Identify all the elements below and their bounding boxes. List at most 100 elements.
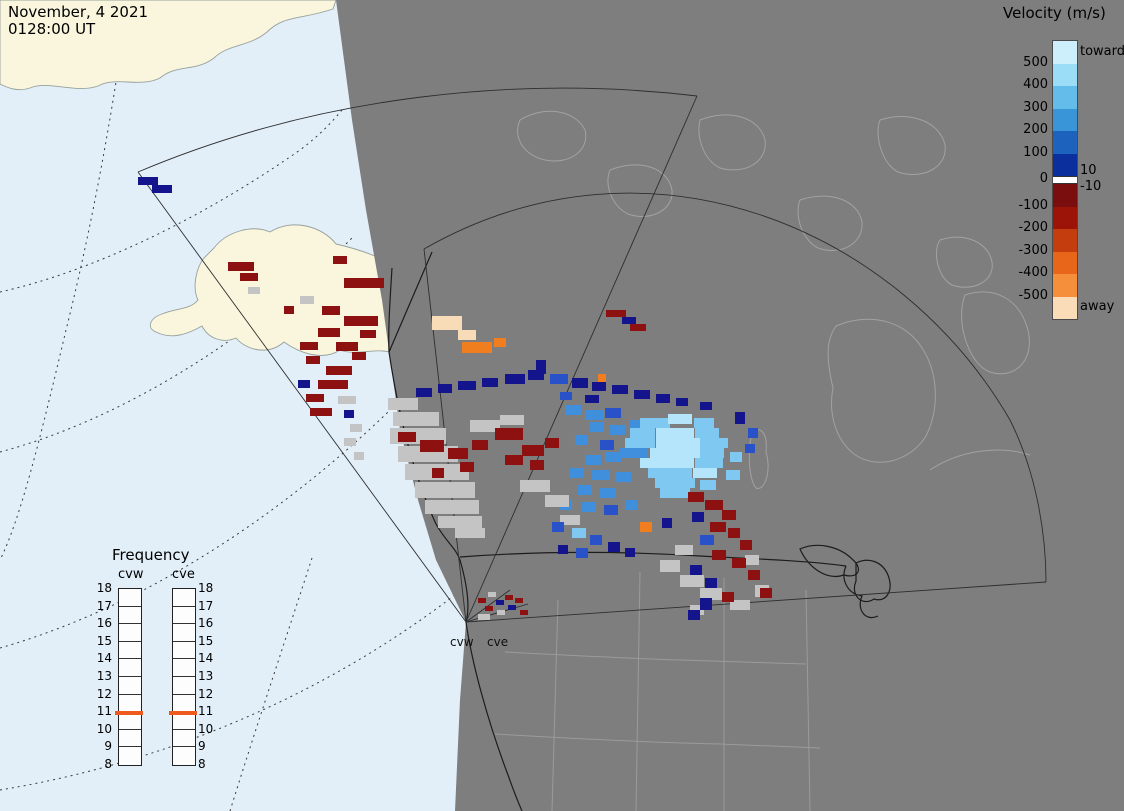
frequency-tick-label: 8 <box>104 757 112 771</box>
echo-cell <box>344 316 378 326</box>
echo-cell <box>458 330 476 340</box>
night-side-region <box>336 0 1124 811</box>
echo-cell <box>760 588 772 598</box>
echo-cell <box>585 410 603 420</box>
echo-cell <box>748 570 760 580</box>
echo-cell <box>338 396 356 404</box>
echo-cell <box>705 578 717 588</box>
echo-cell <box>572 528 586 538</box>
colorbar-segment <box>1053 229 1077 252</box>
echo-cell <box>388 398 418 410</box>
frequency-tick-label: 8 <box>198 757 206 771</box>
echo-cell <box>522 445 544 456</box>
frequency-bar-cell <box>119 695 141 713</box>
echo-cell <box>536 360 546 374</box>
colorbar-segment <box>1053 206 1077 229</box>
echo-cell <box>592 470 610 480</box>
echo-cell <box>558 545 568 554</box>
echo-cell <box>520 610 528 615</box>
echo-cell <box>515 598 523 603</box>
frequency-bar-cell <box>119 677 141 695</box>
frequency-bar-cell <box>173 695 195 713</box>
echo-cell <box>640 418 670 428</box>
echo-cell <box>692 512 704 522</box>
echo-cell <box>240 273 258 281</box>
frequency-bar-cell <box>119 624 141 642</box>
frequency-panel-title: Frequency <box>112 546 190 564</box>
frequency-bar-cell <box>119 642 141 660</box>
echo-cell <box>508 605 516 610</box>
echo-cell <box>662 518 672 528</box>
frequency-tick-label: 14 <box>198 651 214 666</box>
echo-cell <box>622 317 636 324</box>
echo-cell <box>730 452 742 462</box>
echo-cell <box>360 330 376 338</box>
echo-cell <box>545 495 569 507</box>
echo-cell <box>485 606 493 611</box>
echo-cell <box>425 500 479 514</box>
echo-cell <box>326 366 352 375</box>
zero-upper-label: 10 <box>1080 163 1097 178</box>
echo-cell <box>472 440 488 450</box>
echo-cell <box>318 328 340 337</box>
echo-cell <box>448 448 468 459</box>
echo-cell <box>582 502 596 512</box>
echo-cell <box>344 278 384 288</box>
echo-cell <box>478 614 490 620</box>
echo-cell <box>415 482 475 498</box>
echo-cell <box>688 610 700 620</box>
echo-cell <box>675 545 693 555</box>
echo-cell <box>572 378 588 388</box>
echo-cell <box>726 470 740 480</box>
colorbar-tick-label: 100 <box>1023 144 1048 160</box>
echo-cell <box>560 392 572 400</box>
frequency-bar-cell <box>119 747 141 765</box>
echo-cell <box>608 542 620 552</box>
echo-cell <box>550 374 568 384</box>
echo-cell <box>560 515 580 525</box>
frequency-tick-label: 9 <box>198 739 206 754</box>
time-text: 0128:00 UT <box>8 20 96 39</box>
echo-cell <box>228 262 254 271</box>
velocity-colorbar <box>1052 40 1078 320</box>
echo-cell <box>630 428 655 438</box>
frequency-tick-label: 16 <box>198 616 214 631</box>
echo-cell <box>585 455 601 465</box>
echo-cell <box>693 468 717 478</box>
colorbar-segment <box>1053 274 1077 297</box>
echo-cell <box>605 452 621 462</box>
echo-cell <box>500 415 524 425</box>
echo-cell <box>310 408 332 416</box>
colorbar-segment <box>1053 86 1077 109</box>
echo-cell <box>552 522 564 532</box>
frequency-bar-cell <box>173 642 195 660</box>
echo-cell <box>336 342 358 351</box>
frequency-tick-label: 13 <box>96 669 112 683</box>
colorbar-tick-label: -200 <box>1018 220 1048 235</box>
echo-cell <box>393 412 439 426</box>
echo-cell <box>705 500 723 510</box>
colorbar-tick-label: 400 <box>1023 77 1048 92</box>
frequency-tick-label: 11 <box>198 704 214 719</box>
echo-cell <box>735 412 745 424</box>
echo-cell <box>656 428 694 438</box>
colorbar-tick-label: -300 <box>1018 242 1048 258</box>
echo-cell <box>458 381 476 390</box>
echo-cell <box>462 342 492 353</box>
frequency-tick-label: 18 <box>96 581 112 595</box>
echo-cell <box>710 522 726 532</box>
echo-cell <box>354 452 364 460</box>
frequency-tick-label: 10 <box>96 721 112 736</box>
frequency-marker-cve <box>169 710 197 715</box>
site-label-cvw: cvw <box>450 635 474 649</box>
echo-cell <box>610 425 626 435</box>
echo-cell <box>505 374 525 384</box>
echo-cell <box>640 458 694 468</box>
frequency-tick-label: 16 <box>96 616 112 631</box>
echo-cell <box>615 472 631 482</box>
frequency-bar-cell <box>119 607 141 625</box>
frequency-marker-cvw <box>115 710 143 715</box>
frequency-tick-label: 15 <box>198 633 214 648</box>
colorbar-tick-label: 500 <box>1023 54 1048 70</box>
